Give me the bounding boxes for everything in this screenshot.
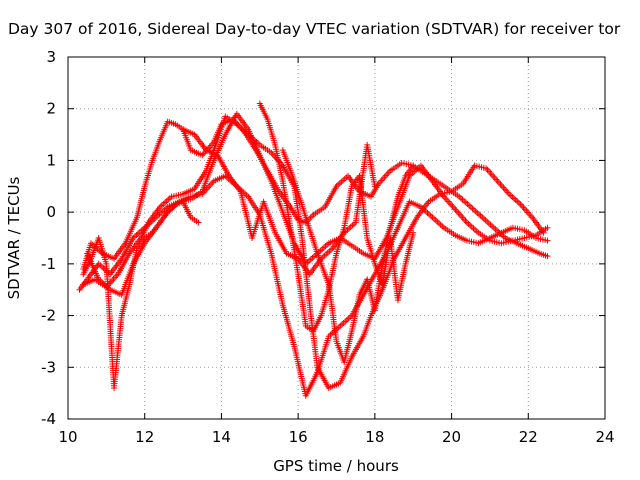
series-markers: [84, 110, 551, 298]
x-tick-label: 22: [519, 428, 538, 446]
y-axis-label: SDTVAR / TECUs: [5, 176, 23, 299]
series-markers: [76, 172, 551, 399]
x-tick-label: 10: [58, 428, 77, 446]
x-axis-label: GPS time / hours: [273, 457, 399, 475]
x-tick-label: 20: [442, 428, 461, 446]
x-tick-label: 16: [289, 428, 308, 446]
x-tick-label: 24: [595, 428, 614, 446]
x-tick-label: 18: [365, 428, 384, 446]
data-points: [76, 100, 551, 399]
y-tick-label: 1: [46, 151, 56, 169]
x-tick-label: 14: [212, 428, 231, 446]
series-8: [180, 126, 378, 278]
series-7: [279, 147, 417, 366]
series-3: [76, 172, 551, 399]
plot-frame: [67, 56, 606, 420]
series-markers: [80, 116, 551, 272]
series-1: [80, 116, 551, 272]
y-tick-label: -3: [41, 358, 56, 376]
series-markers: [180, 126, 378, 278]
y-tick-label: 2: [46, 100, 56, 118]
y-tick-label: 0: [46, 203, 56, 221]
y-tick-label: -4: [41, 410, 56, 428]
series-2: [80, 113, 547, 391]
series-markers: [80, 198, 202, 391]
y-tick-label: 3: [46, 48, 56, 66]
chart-title: Day 307 of 2016, Sidereal Day-to-day VTE…: [8, 20, 621, 38]
series-markers: [279, 147, 417, 366]
y-tick-label: -1: [41, 255, 56, 273]
series-markers: [80, 113, 547, 391]
x-tick-label: 12: [135, 428, 154, 446]
series-5: [80, 198, 202, 391]
y-tick-label: -2: [41, 307, 56, 325]
series-4: [84, 110, 551, 298]
